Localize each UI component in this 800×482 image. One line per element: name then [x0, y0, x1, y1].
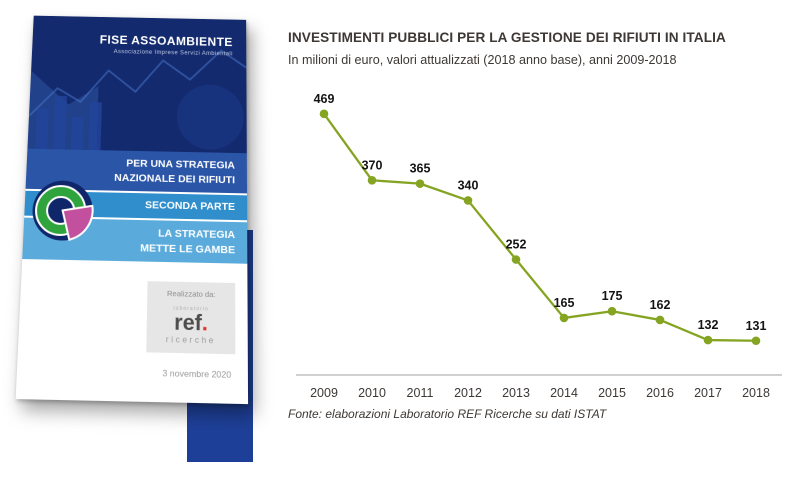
org-name: FISE ASSOAMBIENTE [99, 33, 233, 49]
chart-value-label: 162 [650, 298, 671, 312]
ref-logo-dot: . [201, 311, 208, 336]
credit-box: Realizzato da: laboratorio ref. ricerche [146, 281, 236, 355]
ref-logo: ref. [153, 310, 229, 336]
chart-value-label: 131 [746, 319, 767, 333]
chart-year-label: 2010 [358, 386, 386, 400]
report-cover: FISE ASSOAMBIENTE Associazione Imprese S… [15, 15, 249, 405]
chart-point [319, 109, 329, 119]
chart-point [751, 336, 761, 346]
chart-value-label: 165 [554, 296, 575, 310]
chart-value-label: 252 [506, 238, 527, 252]
ref-logo-sub: ricerche [165, 334, 216, 346]
cover-header-graphic [27, 16, 246, 151]
cover-header: FISE ASSOAMBIENTE Associazione Imprese S… [27, 15, 247, 154]
chart-line [323, 113, 757, 342]
cover-date: 3 novembre 2020 [162, 367, 232, 380]
chart-value-label: 132 [698, 318, 719, 332]
chart-point [559, 313, 569, 323]
chart-value-label: 370 [362, 158, 383, 172]
cover-part-label: SECONDA PARTE [144, 199, 236, 214]
chart-value-label: 365 [410, 162, 431, 176]
chart-value-label: 469 [314, 92, 335, 106]
chart-point [367, 175, 377, 185]
chart-year-label: 2017 [694, 386, 722, 400]
chart-point [655, 315, 665, 325]
chart-point [607, 306, 617, 316]
chart-title: INVESTIMENTI PUBBLICI PER LA GESTIONE DE… [288, 30, 726, 45]
line-chart: 469 2009 370 2010 365 2011 340 2012 252 2013 165 20… [296, 92, 782, 400]
org-block: FISE ASSOAMBIENTE Associazione Imprese S… [32, 16, 246, 58]
chart-panel: INVESTIMENTI PUBBLICI PER LA GESTIONE DE… [288, 30, 790, 421]
chart-point [703, 335, 713, 345]
chart-year-label: 2013 [502, 386, 530, 400]
donut-chart-logo [29, 178, 96, 243]
chart-source: Fonte: elaborazioni Laboratorio REF Rice… [288, 407, 607, 421]
chart-point [415, 179, 425, 188]
chart-year-label: 2009 [310, 386, 338, 400]
chart-point [463, 196, 473, 205]
chart-year-label: 2011 [407, 386, 434, 400]
chart-year-label: 2014 [550, 386, 578, 400]
chart-subtitle: In milioni di euro, valori attualizzati … [288, 53, 677, 67]
chart-value-label: 175 [602, 289, 623, 303]
chart-year-label: 2018 [742, 386, 770, 400]
chart-point [511, 255, 521, 264]
chart-year-label: 2015 [598, 386, 626, 400]
ref-logo-text: ref [174, 310, 202, 336]
chart-year-label: 2016 [646, 386, 674, 400]
credit-label: Realizzato da: [166, 288, 216, 300]
chart-value-label: 340 [458, 178, 479, 192]
chart-year-label: 2012 [454, 386, 482, 400]
